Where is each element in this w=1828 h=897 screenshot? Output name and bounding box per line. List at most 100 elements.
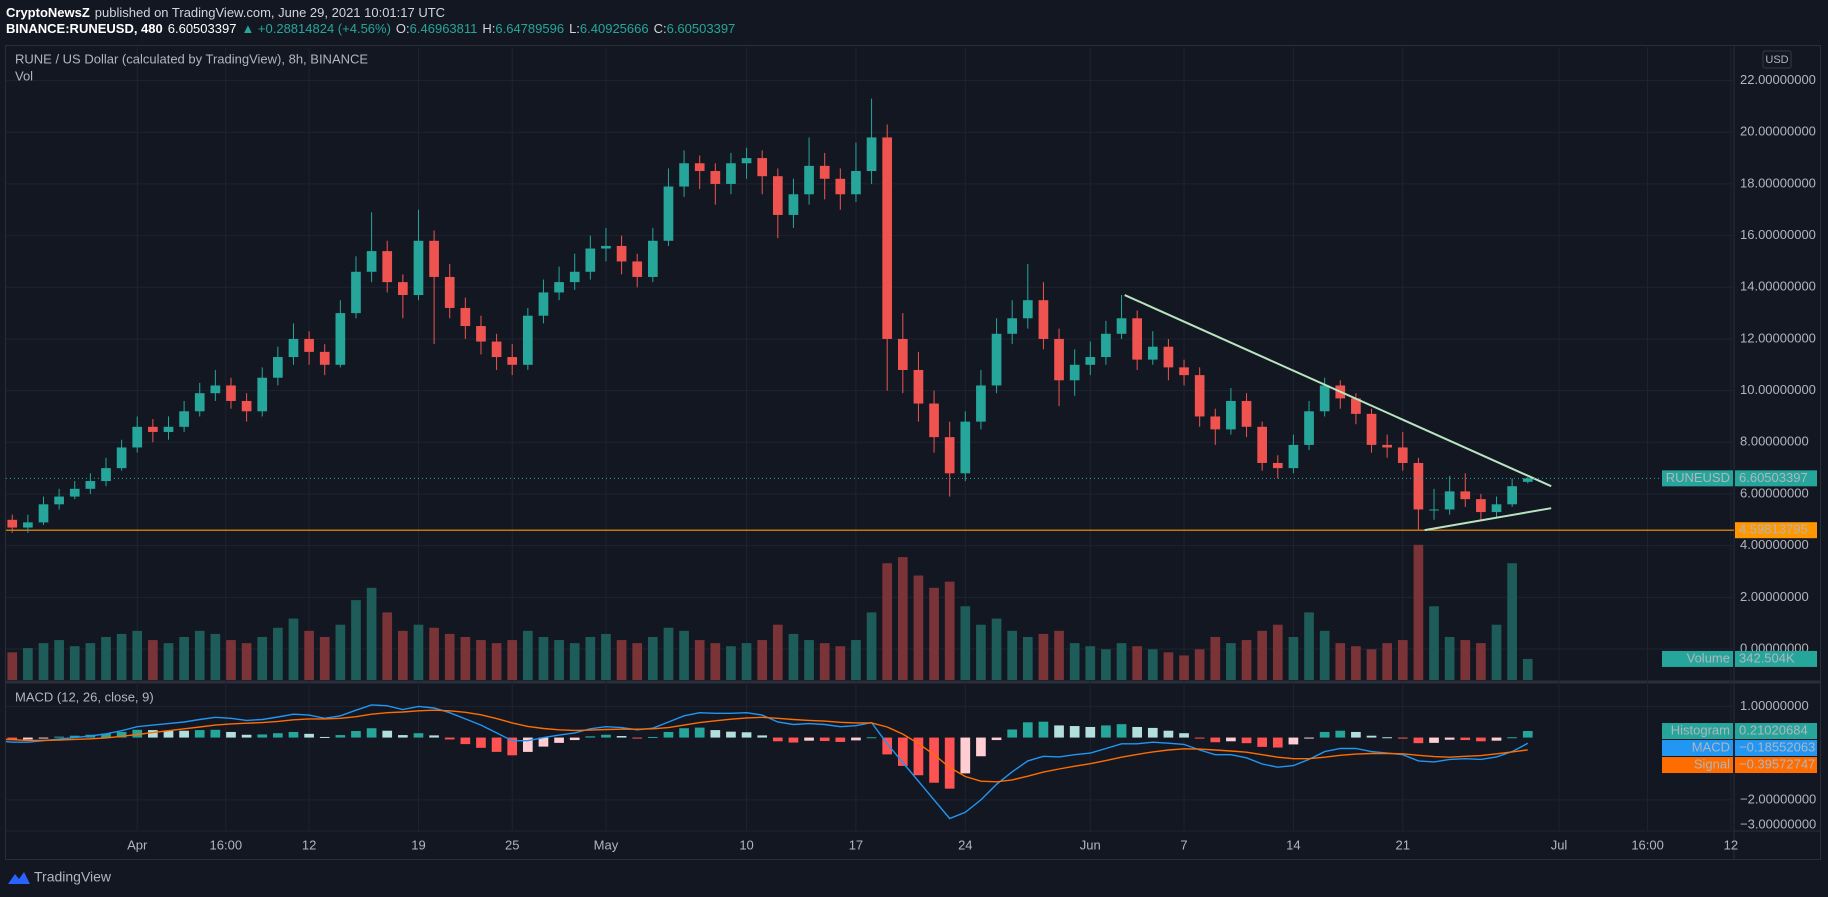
candle-body [538, 292, 549, 316]
currency-button[interactable] [1762, 50, 1792, 69]
histogram-bar [976, 737, 986, 757]
x-tick-label: 16:00 [1631, 837, 1664, 852]
candle-body [1163, 346, 1174, 368]
volume-bar [1522, 658, 1533, 680]
x-tick-label: 12 [302, 837, 316, 852]
histogram-bar [851, 737, 861, 741]
histogram-bar [23, 737, 33, 740]
histogram-bar [38, 737, 49, 739]
histogram-bar [663, 731, 674, 738]
candle-body [1007, 318, 1018, 334]
tag-value: −0.18552063 [1739, 739, 1815, 754]
candle-body [163, 426, 174, 432]
x-tick-label: 14 [1286, 837, 1300, 852]
volume-bar [257, 636, 268, 680]
histogram-bar [1491, 737, 1502, 741]
volume-bar [976, 624, 986, 680]
h-key: H: [482, 21, 495, 36]
candle-body [710, 171, 721, 184]
currency-label[interactable]: USD [1765, 54, 1788, 66]
histogram-bar [163, 730, 174, 738]
volume-bar [1382, 643, 1392, 680]
candle-body [772, 176, 783, 215]
x-tick-label: 12 [1724, 837, 1738, 852]
volume-bar [835, 646, 846, 680]
candle-body [647, 240, 658, 277]
candle-body [101, 468, 111, 482]
histogram-bar [1460, 737, 1471, 741]
volume-bar [398, 630, 408, 680]
histogram-bar [1444, 737, 1455, 740]
volume-bar [273, 627, 283, 680]
volume-bar [148, 640, 158, 680]
volume-bar [429, 627, 439, 680]
histogram-bar [1476, 737, 1486, 742]
histogram-bar [866, 737, 877, 739]
histogram-bar [69, 735, 80, 738]
histogram-bar [929, 737, 939, 783]
volume-bar [413, 624, 424, 680]
histogram-bar [1163, 730, 1174, 738]
x-tick-label: Jul [1551, 837, 1568, 852]
volume-bar [819, 643, 830, 680]
volume-bar [1491, 624, 1502, 680]
l-key: L: [569, 21, 580, 36]
volume-bar [1132, 646, 1143, 680]
volume-bar [351, 600, 361, 680]
histogram-bar [194, 730, 205, 738]
volume-bar [1476, 643, 1486, 680]
volume-bar [741, 643, 752, 680]
histogram-bar [616, 736, 627, 738]
histogram-bar [913, 737, 924, 776]
macd-tick-label: 1.00000000 [1740, 698, 1809, 713]
volume-bar [1366, 649, 1377, 680]
candle-body [444, 276, 455, 308]
y-tick-label: 12.00000000 [1740, 330, 1816, 345]
volume-bar [194, 630, 205, 680]
volume-bar [507, 640, 518, 680]
volume-bar [1022, 636, 1033, 680]
histogram-bar [1132, 726, 1143, 738]
volume-bar [1069, 643, 1080, 680]
o-value: 6.46963811 [410, 21, 478, 36]
candle-body [273, 357, 283, 378]
candle-body [85, 481, 96, 489]
histogram-bar [585, 736, 596, 738]
x-tick-label: 21 [1396, 837, 1410, 852]
candle-body [1226, 400, 1236, 430]
y-tick-label: 6.00000000 [1740, 485, 1809, 500]
histogram-bar [319, 736, 330, 738]
volume-bar [7, 652, 18, 680]
histogram-bar [960, 737, 971, 774]
volume-bar [179, 636, 189, 680]
footer-brand: TradingView [34, 869, 112, 885]
candle-body [1319, 385, 1330, 412]
y-tick-label: 16.00000000 [1740, 227, 1816, 242]
volume-bar [1272, 624, 1283, 680]
volume-bar [476, 640, 486, 680]
macd-title: MACD (12, 26, close, 9) [15, 689, 154, 704]
histogram-bar [1022, 722, 1033, 738]
candle-body [835, 178, 846, 195]
volume-bar [210, 633, 221, 680]
histogram-bar [210, 729, 221, 738]
volume-bar [710, 643, 721, 680]
histogram-bar [148, 730, 158, 738]
main-pane [6, 98, 1734, 680]
price: 6.60503397 [168, 21, 237, 36]
volume-bar [866, 612, 877, 680]
candle-body [1210, 416, 1221, 430]
tag-value-box [1735, 470, 1817, 487]
volume-bar [944, 581, 955, 680]
tag-value-box [1735, 740, 1817, 757]
volume-bar [1397, 640, 1408, 680]
candle-body [788, 194, 799, 215]
candle-body [23, 522, 33, 528]
x-tick-label: 10 [739, 837, 753, 852]
tag-name: MACD [1692, 739, 1730, 754]
volume-title: Vol [15, 68, 33, 83]
histogram-bar [1366, 735, 1377, 738]
histogram-bar [897, 737, 908, 766]
volume-bar [1194, 649, 1205, 680]
volume-bar [1507, 563, 1517, 680]
